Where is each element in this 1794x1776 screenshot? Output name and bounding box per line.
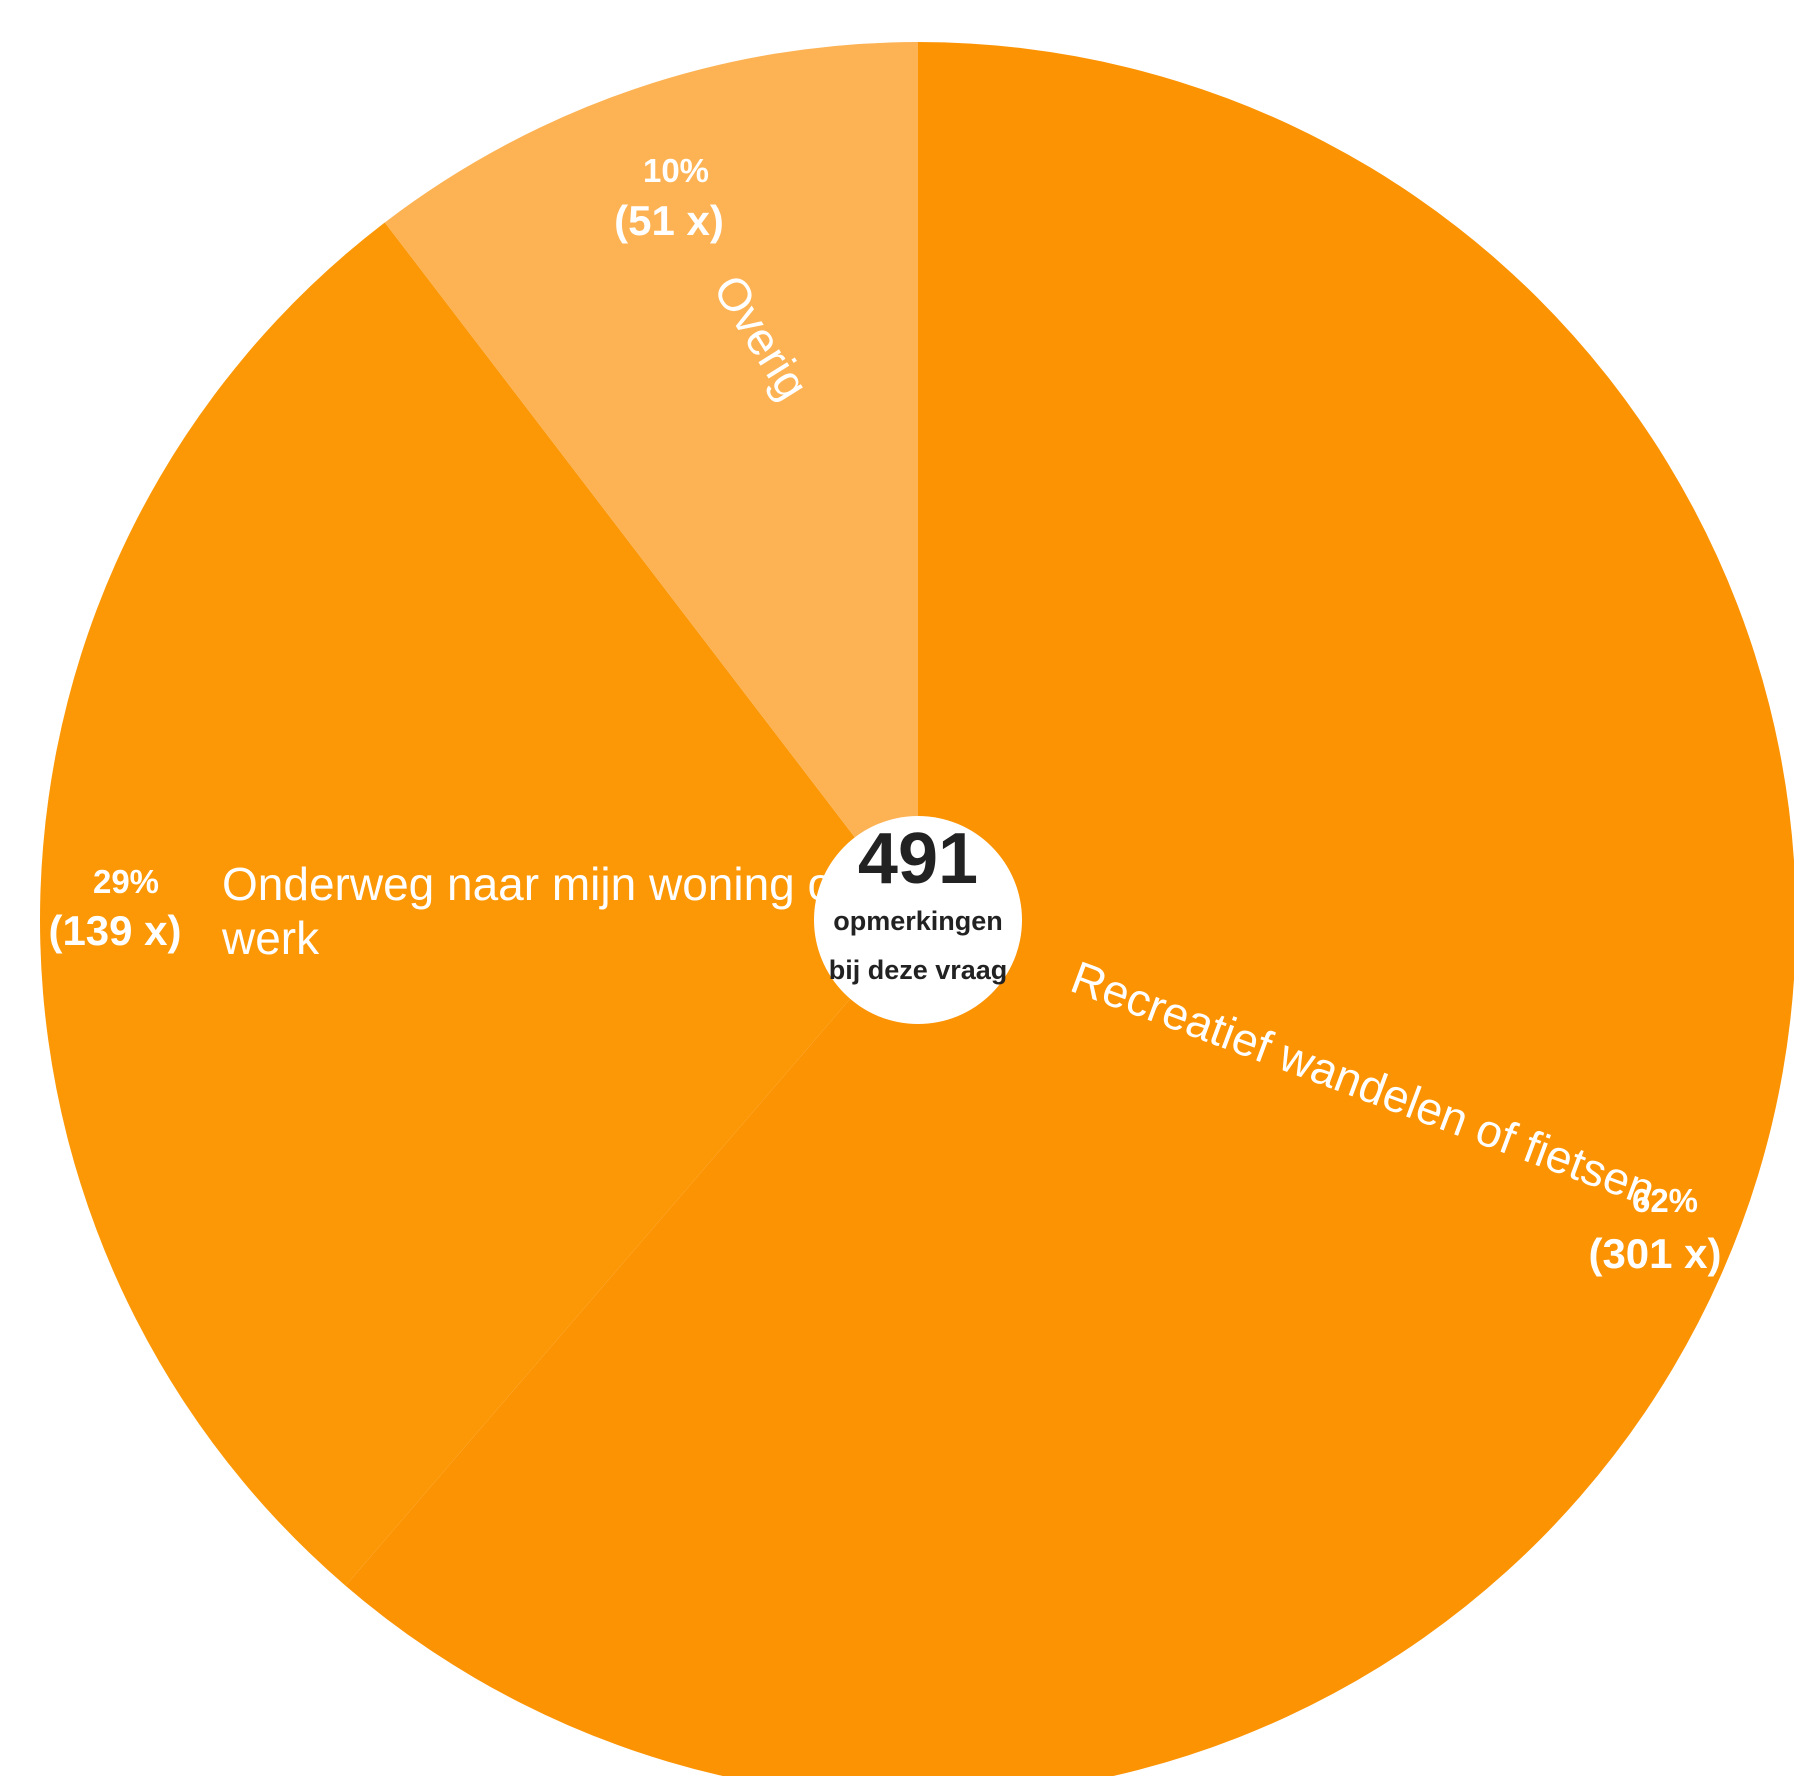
total-count: 491	[858, 819, 978, 899]
pie-slice-3	[384, 42, 918, 920]
slice-percent-label-2: 29%	[93, 863, 159, 900]
total-caption-line2: bij deze vraag	[829, 955, 1008, 985]
total-caption-line1: opmerkingen	[833, 906, 1003, 936]
slice-count-label-2: (139 x)	[48, 907, 181, 954]
pie-slice-2	[40, 222, 918, 1586]
slice-count-label-3: (51 x)	[614, 197, 724, 244]
slice-percent-label-3: 10%	[643, 152, 709, 189]
center-total: 491 opmerkingen bij deze vraag	[814, 816, 1022, 1024]
pie-slice-1	[345, 42, 1794, 1776]
pie-slices	[40, 42, 1794, 1776]
slice-percent-label-1: 62%	[1632, 1182, 1698, 1219]
center-circle	[814, 816, 1022, 1024]
slice-count-label-1: (301 x)	[1588, 1230, 1721, 1277]
slice-name-label-2: Onderweg naar mijn woning of werk	[221, 858, 846, 964]
